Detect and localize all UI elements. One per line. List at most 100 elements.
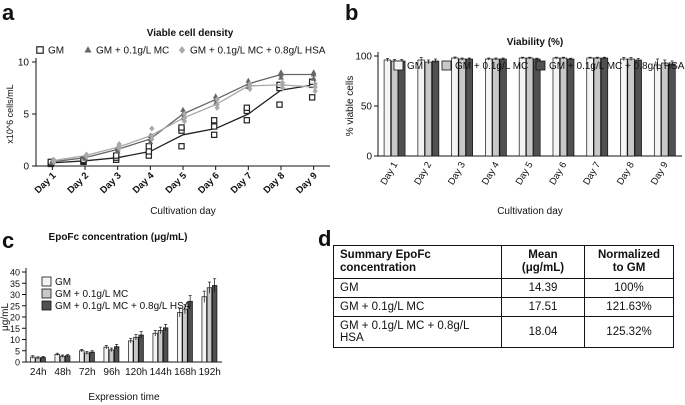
bar [383, 59, 392, 157]
x-tick-label: Day 6 [547, 160, 569, 187]
bar [177, 312, 183, 363]
summary-table-panel: Summary EpoFc concentration Mean (μg/mL)… [333, 244, 674, 349]
bar [661, 62, 669, 157]
bar [108, 349, 115, 363]
bar [128, 340, 134, 363]
x-tick-label: Day 3 [98, 170, 124, 196]
y-tick-label: 0 [23, 162, 29, 173]
bar [492, 58, 500, 157]
data-point [310, 75, 317, 81]
data-point [312, 88, 318, 95]
y-tick-label: 10 [18, 58, 30, 69]
table-cell: 17.51 [501, 297, 585, 318]
data-point [279, 79, 286, 86]
x-tick-label: Day 7 [229, 170, 255, 196]
table-cell: 14.39 [501, 278, 585, 299]
x-tick-label: Day 2 [412, 160, 434, 187]
table-header-cell: Mean (μg/mL) [501, 244, 585, 280]
bar [518, 57, 527, 157]
x-tick-label: 24h [30, 367, 47, 378]
bar [206, 287, 213, 363]
bar [653, 64, 662, 157]
data-point [181, 115, 188, 122]
legend-label: GM + 0.1g/L MC + 0.8g/L HSA [190, 46, 326, 57]
y-axis-label: x10^6 cells/mL [5, 84, 15, 143]
y-tick-label: 25 [10, 301, 20, 311]
viability-chart: Viability (%) 0 50 100 % viable cells Day 1 Da… [345, 37, 685, 217]
bar [431, 60, 440, 157]
bar [634, 59, 642, 157]
bar [54, 354, 60, 363]
panel-letter-c: c [2, 228, 15, 253]
legend-marker [36, 46, 44, 54]
y-tick-label: 40 [10, 268, 20, 278]
table-cell: GM + 0.1g/L MC + 0.8g/L HSA [333, 316, 502, 349]
y-tick-label: 20 [10, 313, 20, 323]
bar [458, 58, 466, 157]
bar [89, 351, 95, 363]
legend-label: GM + 0.1g/L MC + 0.8g/L HSA [549, 61, 685, 72]
x-tick-label: Day 4 [480, 160, 502, 187]
y-tick-label: 15 [10, 324, 20, 334]
table-header-cell: Summary EpoFc concentration [333, 244, 502, 280]
legend-label: GM [407, 61, 423, 72]
bar [398, 60, 406, 157]
bar [533, 58, 541, 157]
chart-title: Viable cell density [147, 28, 234, 39]
table-header-cell: Normalized to GM [584, 244, 674, 280]
data-point [116, 141, 122, 148]
data-point [243, 117, 251, 124]
x-tick-label: Day 8 [615, 160, 637, 187]
bar [668, 63, 676, 157]
data-point [145, 148, 153, 155]
y-axis-label: μg/mL [0, 303, 11, 331]
y-tick-label: 100 [355, 52, 372, 63]
data-point [312, 80, 318, 87]
bar [526, 57, 534, 157]
table-row: GM + 0.1g/L MC + 0.8g/L HSA 18.04 125.32… [333, 316, 674, 349]
bar [559, 57, 568, 157]
bar [552, 57, 560, 157]
legend-swatch [393, 60, 404, 71]
bar [485, 58, 493, 157]
panel-letter-a: a [2, 0, 15, 25]
x-tick-label: 192h [199, 367, 221, 378]
table-cell: 125.32% [584, 316, 674, 349]
data-point [276, 101, 283, 108]
series-line [52, 84, 314, 164]
bar [201, 296, 207, 363]
data-point [147, 138, 154, 145]
bar [424, 61, 433, 157]
y-tick-label: 0 [366, 152, 372, 163]
x-tick-label: Day 1 [379, 160, 401, 187]
bar [390, 60, 399, 157]
y-tick-label: 0 [15, 358, 20, 368]
panel-letter-d: d [318, 226, 332, 251]
chart-title: EpoFc concentration (μg/mL) [49, 232, 188, 243]
bar [163, 327, 169, 363]
data-point [210, 117, 218, 124]
x-tick-label: 48h [54, 367, 71, 378]
bar [465, 58, 473, 157]
chart-title: Viability (%) [507, 37, 564, 48]
x-tick-label: 96h [103, 367, 120, 378]
summary-table: Summary EpoFc concentration Mean (μg/mL)… [333, 244, 674, 349]
x-tick-label: Day 8 [261, 170, 287, 196]
data-point [149, 132, 155, 139]
legend-swatch [41, 276, 52, 287]
y-tick-label: 30 [10, 290, 20, 300]
legend-marker [84, 46, 92, 53]
data-point [243, 104, 251, 111]
x-tick-label: 144h [150, 367, 172, 378]
legend-label: GM [55, 277, 71, 288]
x-tick-label: Day 3 [446, 160, 468, 187]
y-tick-label: 50 [361, 102, 373, 113]
legend-swatch [441, 60, 452, 71]
x-axis-label: Cultivation day [150, 206, 216, 217]
table-cell: 100% [584, 278, 674, 299]
bar [157, 330, 164, 363]
data-point [278, 74, 284, 80]
bar [620, 58, 628, 157]
legend-marker [178, 46, 186, 54]
